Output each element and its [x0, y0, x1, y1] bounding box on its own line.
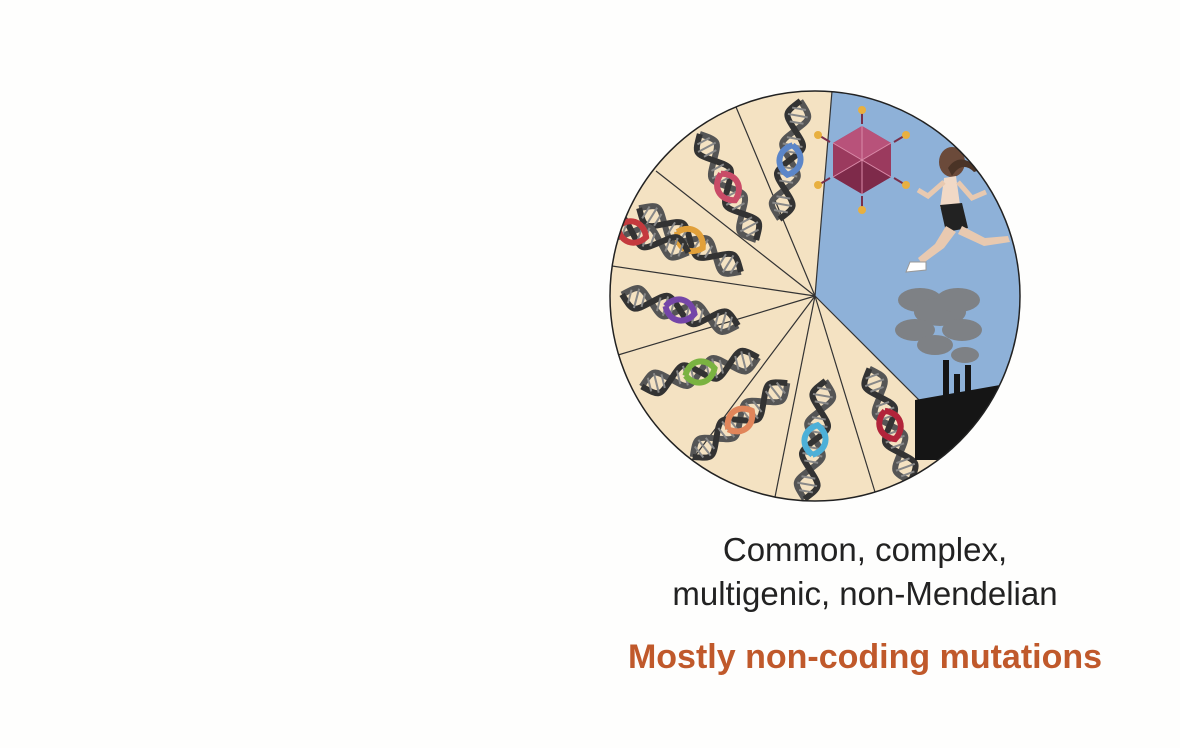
gene-9-helix-icon	[794, 379, 836, 501]
smoke-icon	[895, 288, 982, 363]
pie-outline	[609, 90, 1021, 502]
caption-line-1: Common, complex,	[722, 531, 1008, 568]
gene-2-helix-icon	[634, 199, 747, 280]
subtitle: Mostly non-coding mutations	[627, 638, 1103, 676]
runner-icon	[905, 147, 1010, 273]
gene-1-helix-icon	[691, 129, 766, 245]
gene-7-helix-icon	[639, 347, 761, 396]
gene-8-helix-icon	[686, 375, 793, 465]
gene-6-helix-icon	[619, 284, 740, 335]
caption-line-2: multigenic, non-Mendelian	[672, 575, 1058, 612]
gene-3-helix-icon	[769, 99, 811, 221]
gene-5-helix-icon	[572, 202, 692, 263]
virus-icon	[814, 106, 910, 214]
gene-4-helix-icon	[860, 365, 921, 485]
